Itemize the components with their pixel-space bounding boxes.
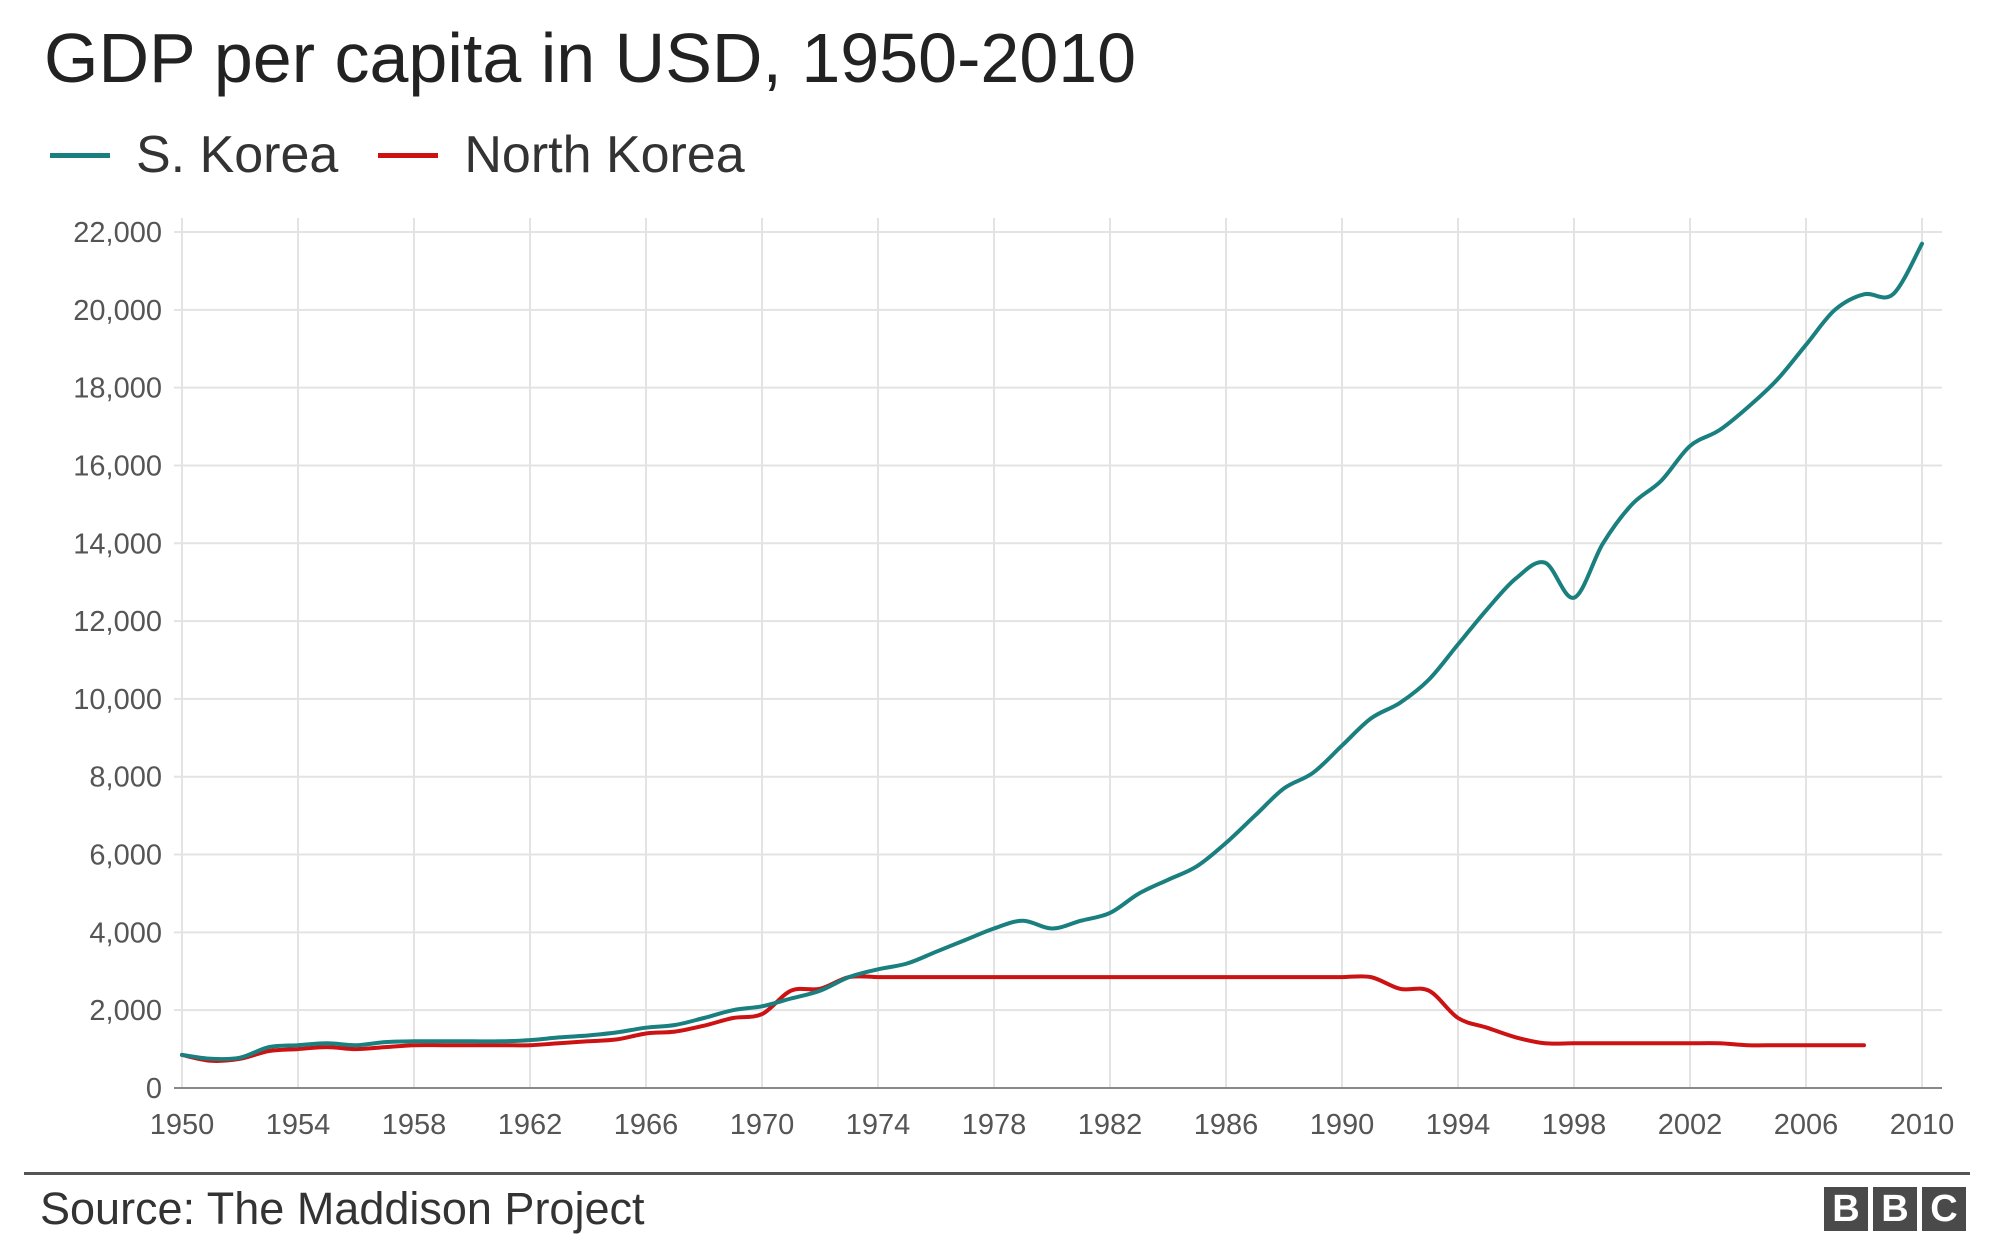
- x-tick-label-1974: 1974: [846, 1109, 911, 1141]
- y-tick-label-12000: 12,000: [73, 606, 162, 638]
- legend-swatch-s-korea: [50, 152, 110, 158]
- legend-label-north-korea: North Korea: [464, 126, 745, 184]
- y-tick-label-6000: 6,000: [89, 840, 162, 872]
- y-tick-label-14000: 14,000: [73, 528, 162, 560]
- y-tick-label-10000: 10,000: [73, 684, 162, 716]
- x-tick-label-1994: 1994: [1426, 1109, 1491, 1141]
- y-tick-label-2000: 2,000: [89, 995, 162, 1027]
- y-tick-label-4000: 4,000: [89, 917, 162, 949]
- x-tick-label-1982: 1982: [1078, 1109, 1143, 1141]
- chart-title: GDP per capita in USD, 1950-2010: [44, 19, 1137, 97]
- series-lines: [180, 241, 1924, 1063]
- x-tick-label-1958: 1958: [382, 1109, 447, 1141]
- legend-label-s-korea: S. Korea: [136, 126, 339, 184]
- legend-swatch-north-korea: [378, 152, 439, 158]
- grid: [174, 218, 1942, 1089]
- y-tick-label-20000: 20,000: [73, 295, 162, 327]
- y-tick-label-8000: 8,000: [89, 762, 162, 794]
- bbc-logo-letter-b1: B: [1824, 1187, 1868, 1231]
- x-tick-label-2010: 2010: [1890, 1109, 1955, 1141]
- bbc-logo-letter-c: C: [1922, 1187, 1966, 1231]
- bbc-logo-letter-b2: B: [1873, 1187, 1917, 1231]
- x-tick-label-2006: 2006: [1774, 1109, 1839, 1141]
- x-tick-label-1970: 1970: [730, 1109, 795, 1141]
- y-tick-label-0: 0: [146, 1073, 162, 1105]
- x-tick-label-1990: 1990: [1310, 1109, 1375, 1141]
- bbc-logo: B B C: [1819, 1187, 1966, 1231]
- legend-item-s-korea: S. Korea: [50, 125, 338, 185]
- x-tick-label-1986: 1986: [1194, 1109, 1259, 1141]
- chart-legend: S. Korea North Korea: [50, 120, 785, 190]
- y-tick-label-18000: 18,000: [73, 373, 162, 405]
- x-tick-label-1978: 1978: [962, 1109, 1027, 1141]
- series-line-north-korea: [180, 974, 1866, 1063]
- x-tick-label-1998: 1998: [1542, 1109, 1607, 1141]
- axes: 1950 1954 1958 1962 1966 1970 1974 1978 1982 1986…: [73, 217, 1954, 1141]
- legend-item-north-korea: North Korea: [378, 125, 745, 185]
- x-tick-label-1954: 1954: [266, 1109, 331, 1141]
- footer-divider: [24, 1172, 1970, 1175]
- y-tick-label-16000: 16,000: [73, 450, 162, 482]
- x-tick-label-1962: 1962: [498, 1109, 563, 1141]
- series-line-s-korea: [180, 241, 1924, 1062]
- y-tick-label-22000: 22,000: [73, 217, 162, 249]
- x-tick-label-2002: 2002: [1658, 1109, 1723, 1141]
- x-tick-label-1966: 1966: [614, 1109, 679, 1141]
- source-note: Source: The Maddison Project: [40, 1183, 645, 1234]
- line-chart: 1950 1954 1958 1962 1966 1970 1974 1978 1982 1986…: [73, 217, 1954, 1141]
- x-tick-label-1950: 1950: [150, 1109, 215, 1141]
